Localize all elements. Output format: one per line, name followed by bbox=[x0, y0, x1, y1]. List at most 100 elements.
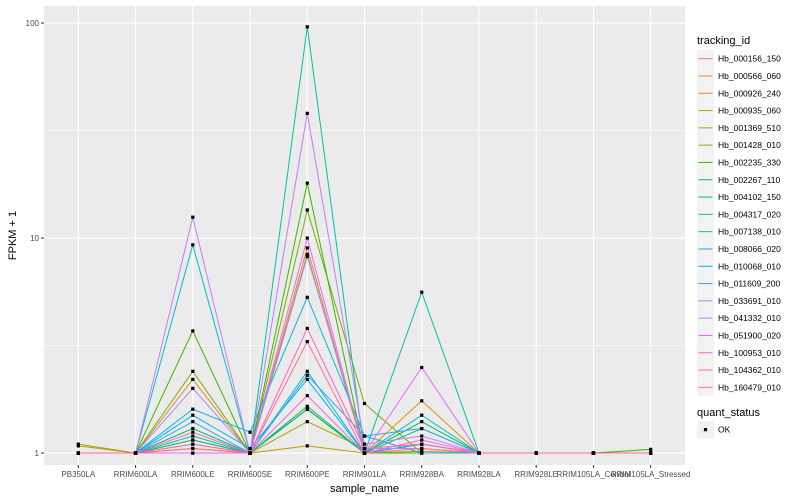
data-points bbox=[76, 25, 653, 455]
data-point bbox=[420, 446, 424, 451]
data-point bbox=[305, 394, 309, 398]
x-tick-label: PB350LA bbox=[61, 470, 95, 479]
legend-label: Hb_004102_150 bbox=[718, 192, 781, 202]
legend-label: Hb_007138_010 bbox=[718, 227, 781, 237]
legend-quant-status: quant_status OK bbox=[697, 407, 760, 439]
data-point bbox=[76, 442, 80, 446]
data-point bbox=[362, 434, 367, 438]
legend-label: Hb_033691_010 bbox=[718, 296, 781, 306]
data-point bbox=[305, 377, 309, 382]
data-point bbox=[305, 373, 309, 377]
legend-key-point bbox=[703, 428, 708, 432]
legend-label: Hb_002267_110 bbox=[718, 175, 781, 185]
legend-label: Hb_011609_200 bbox=[718, 279, 781, 289]
data-point bbox=[191, 329, 195, 333]
legend-label: Hb_160479_010 bbox=[718, 382, 781, 392]
legend-label: Hb_001428_010 bbox=[718, 140, 781, 150]
legend-label: Hb_004317_020 bbox=[718, 209, 781, 219]
data-point bbox=[420, 426, 424, 431]
x-axis-title: sample_name bbox=[330, 483, 399, 495]
data-point bbox=[305, 404, 309, 408]
legend-label: Hb_008066_020 bbox=[718, 244, 781, 254]
legend-label: Hb_041332_010 bbox=[718, 313, 781, 323]
data-point bbox=[305, 236, 309, 240]
data-point bbox=[477, 451, 481, 455]
legend-title-tracking-id: tracking_id bbox=[697, 35, 750, 47]
data-point bbox=[420, 413, 424, 417]
data-point bbox=[305, 252, 309, 256]
data-point bbox=[649, 447, 653, 452]
data-point bbox=[191, 438, 195, 442]
data-point bbox=[362, 451, 367, 455]
data-point bbox=[362, 446, 367, 451]
legend-label: Hb_104362_010 bbox=[718, 365, 781, 375]
data-point bbox=[191, 377, 195, 382]
data-point bbox=[248, 430, 252, 434]
data-point bbox=[420, 451, 424, 455]
x-tick-label: RRIM105LA_Control bbox=[557, 470, 631, 479]
data-point bbox=[362, 401, 367, 406]
data-point bbox=[76, 444, 80, 448]
legend-label: Hb_100953_010 bbox=[718, 348, 781, 358]
data-point bbox=[305, 339, 309, 344]
x-tick-label: RRIM928LE bbox=[514, 470, 558, 479]
data-point bbox=[649, 451, 653, 455]
data-point bbox=[591, 451, 596, 455]
data-point bbox=[191, 369, 195, 373]
x-tick-label: RRIM600SE bbox=[228, 470, 272, 479]
data-point bbox=[420, 399, 424, 403]
data-point bbox=[420, 438, 424, 442]
data-point bbox=[248, 451, 252, 455]
legend-title-quant-status: quant_status bbox=[697, 407, 760, 419]
data-point bbox=[191, 407, 195, 411]
data-point bbox=[191, 215, 195, 219]
data-point bbox=[305, 407, 309, 411]
data-point bbox=[305, 326, 309, 330]
x-tick-label: RRIM928BA bbox=[399, 470, 444, 479]
data-point bbox=[305, 25, 309, 29]
data-point bbox=[420, 434, 424, 438]
data-point bbox=[420, 420, 424, 424]
data-point bbox=[191, 451, 195, 455]
x-tick-label: RRIM600LA bbox=[114, 470, 158, 479]
data-point bbox=[305, 246, 309, 250]
legend-label: Hb_001369_510 bbox=[718, 123, 781, 133]
data-point bbox=[191, 446, 195, 451]
y-axis-title: FPKM + 1 bbox=[7, 211, 19, 260]
data-point bbox=[191, 430, 195, 434]
legend-label: Hb_002235_330 bbox=[718, 157, 781, 167]
data-point bbox=[191, 442, 195, 446]
data-point bbox=[305, 181, 309, 185]
data-point bbox=[76, 451, 80, 455]
data-point bbox=[248, 446, 252, 451]
x-tick-label: RRIM901LA bbox=[343, 470, 387, 479]
y-tick-label: 1 bbox=[35, 449, 40, 458]
data-point bbox=[362, 442, 367, 446]
data-point bbox=[305, 111, 309, 115]
y-axis: 1 10 100 bbox=[26, 19, 44, 458]
legend-label: Hb_000926_240 bbox=[718, 88, 781, 98]
legend-label: Hb_000566_060 bbox=[718, 71, 781, 81]
x-tick-label: RRIM600LE bbox=[171, 470, 215, 479]
data-point bbox=[305, 420, 309, 424]
data-point bbox=[305, 254, 309, 259]
data-point bbox=[191, 426, 195, 431]
legend-label: Hb_000935_060 bbox=[718, 106, 781, 116]
x-tick-label: RRIM105LA_Stressed bbox=[611, 470, 691, 479]
data-point bbox=[305, 295, 309, 299]
legend-label: OK bbox=[718, 425, 731, 435]
x-tick-label: RRIM928LA bbox=[457, 470, 501, 479]
legend-label: Hb_010068_010 bbox=[718, 261, 781, 271]
data-point bbox=[191, 386, 195, 390]
x-tick-label: RRIM600PE bbox=[285, 470, 329, 479]
legend-tracking-id: tracking_id Hb_000156_150 Hb_000566_060 Hb… bbox=[697, 35, 781, 396]
data-point bbox=[420, 290, 424, 294]
data-point bbox=[191, 413, 195, 417]
data-point bbox=[191, 420, 195, 424]
data-point bbox=[305, 369, 309, 373]
y-tick-label: 10 bbox=[30, 234, 39, 243]
data-point bbox=[133, 451, 138, 455]
data-point bbox=[305, 444, 309, 448]
data-point bbox=[534, 451, 538, 455]
